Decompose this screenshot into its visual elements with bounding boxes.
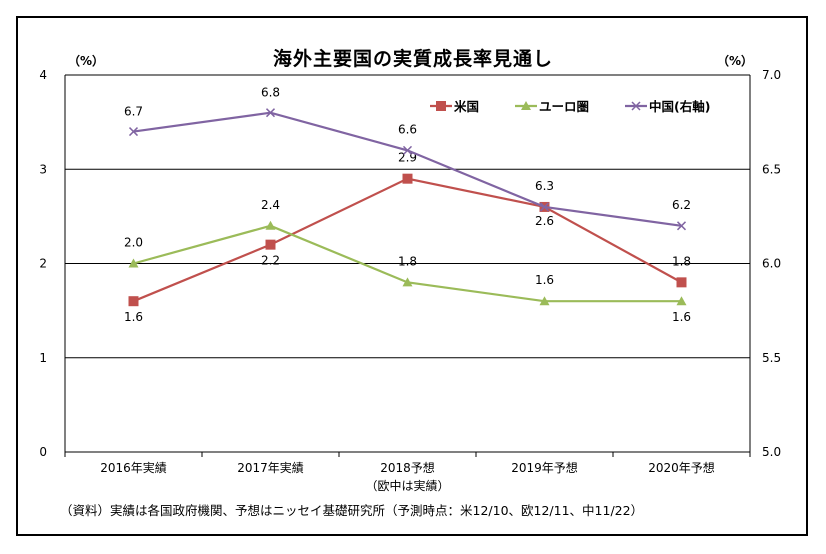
data-label: 2.9 [398,151,417,165]
y-tick-right: 6.0 [762,257,781,271]
y-tick-left: 2 [39,257,47,271]
y-tick-right: 5.0 [762,445,781,459]
right-axis-unit: （%） [717,54,754,68]
left-axis-unit: （%） [68,54,105,68]
data-label: 1.8 [672,254,691,268]
x-category-note: （欧中は実績） [365,478,449,493]
x-tick-label: 2016年実績 [100,460,167,475]
euro-marker [402,277,413,287]
china-marker [676,221,687,231]
china-marker [128,127,139,137]
china-marker [539,202,550,212]
us-marker [676,277,687,288]
data-label: 2.4 [261,198,280,212]
data-label: 6.8 [261,86,280,100]
y-tick-right: 6.5 [762,162,781,176]
data-label: 2.2 [261,254,280,268]
source-note: （資料）実績は各国政府機関、予想はニッセイ基礎研究所（予測時点：米12/10、欧… [60,503,644,518]
x-tick-label: 2020年予想 [648,460,715,475]
euro-marker [128,258,139,268]
chart-title: 海外主要国の実質成長率見通し [272,48,553,70]
data-label: 1.8 [398,254,417,268]
y-tick-right: 5.5 [762,351,781,365]
data-label: 2.6 [535,214,554,228]
euro-marker [265,220,276,230]
data-label: 6.6 [398,122,417,136]
y-tick-left: 3 [39,162,47,176]
euro-marker [539,296,550,306]
y-tick-right: 7.0 [762,68,781,82]
euro-marker [521,101,531,110]
data-label: 6.2 [672,198,691,212]
legend-label: 米国 [453,99,479,114]
x-tick-label: 2018予想 [380,460,435,475]
data-label: 1.6 [124,310,143,324]
chart-frame [16,16,808,536]
y-tick-left: 0 [39,445,47,459]
data-label: 1.6 [672,310,691,324]
data-label: 2.0 [124,236,143,250]
x-tick-label: 2017年実績 [237,460,304,475]
us-marker [436,101,446,111]
us-marker [402,173,413,184]
euro-marker [676,296,687,306]
y-tick-left: 1 [39,351,47,365]
y-tick-left: 4 [39,68,47,82]
legend-label: 中国(右軸) [649,99,710,114]
china-marker [402,145,413,155]
data-label: 1.6 [535,273,554,287]
x-tick-label: 2019年予想 [511,460,578,475]
us-marker [265,239,276,250]
data-label: 6.7 [124,105,143,119]
china-marker [631,101,641,111]
legend-label: ユーロ圏 [539,99,589,114]
us-marker [128,296,139,307]
china-marker [265,108,276,118]
data-label: 6.3 [535,179,554,193]
